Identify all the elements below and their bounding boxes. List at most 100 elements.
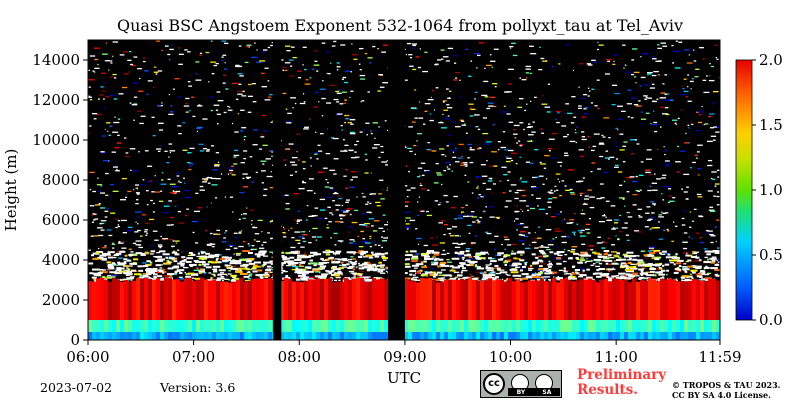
layer-cell [692,320,696,332]
speckle [121,86,128,89]
speckle [211,184,218,186]
speckle [683,232,688,234]
layer-cell [508,277,512,320]
speckle [114,218,119,220]
speckle [486,232,492,235]
speckle [662,264,665,267]
speckle [253,239,256,241]
speckle [222,259,229,262]
speckle [286,50,291,52]
layer-cell [116,320,120,332]
speckle [261,182,264,184]
speckle [152,86,155,89]
speckle [459,119,464,121]
speckle [378,193,382,195]
speckle [227,267,233,269]
layer-cell [320,332,324,340]
speckle [418,196,421,198]
speckle [649,87,655,89]
speckle [284,69,288,72]
speckle [477,266,481,269]
speckle [714,183,720,185]
speckle [615,276,621,279]
speckle [358,264,363,267]
speckle [339,103,344,105]
speckle [710,261,715,264]
speckle [533,96,537,99]
speckle [641,267,646,269]
speckle [636,259,644,262]
speckle [504,149,508,151]
speckle [124,254,128,257]
x-tick-label: 11:00 [595,348,638,366]
speckle [516,189,523,192]
speckle [205,51,208,54]
layer-cell [128,332,132,340]
speckle [136,193,140,195]
layer-cell [624,320,628,332]
speckle [382,188,384,191]
speckle [192,231,195,234]
speckle [93,212,95,215]
speckle [610,205,616,207]
speckle [475,254,481,257]
speckle [567,169,574,171]
speckle [457,157,463,159]
speckle [334,274,340,277]
speckle [302,46,307,48]
speckle [548,138,555,140]
speckle [92,113,98,115]
speckle [216,113,221,115]
speckle [106,208,110,210]
speckle [501,243,503,246]
speckle [647,73,652,75]
speckle [450,207,456,209]
layer-cell [540,320,544,332]
speckle [340,241,342,243]
speckle [683,191,688,193]
speckle [627,89,632,91]
speckle [133,56,138,58]
layer-cell [628,332,632,340]
speckle [635,82,637,84]
speckle [482,195,486,197]
speckle [289,161,296,163]
x-tick-label: 08:00 [278,348,321,366]
speckle [458,255,462,257]
speckle [519,200,526,202]
speckle [102,160,109,162]
speckle [146,181,152,183]
layer-cell [164,320,168,332]
speckle [280,195,284,197]
speckle [454,246,461,249]
speckle [715,263,719,266]
speckle [457,265,464,268]
speckle [225,248,231,251]
speckle [124,265,129,268]
speckle [485,64,492,67]
speckle [516,142,519,144]
speckle [541,103,548,105]
speckle [556,278,563,281]
speckle [561,235,567,238]
speckle [531,253,536,256]
speckle [223,258,228,261]
layer-cell [584,320,588,332]
speckle [546,248,551,251]
speckle [669,195,671,197]
layer-cell [424,332,428,340]
speckle [352,243,358,245]
speckle [503,261,509,264]
speckle [199,54,202,56]
speckle [199,52,202,54]
speckle [288,229,290,232]
speckle [475,126,479,128]
cc-strip: BY SA [508,388,560,396]
speckle [426,250,435,253]
speckle [471,216,477,218]
x-tick-label: 06:00 [66,348,109,366]
layer-cell [100,320,104,332]
speckle [702,79,707,82]
speckle [468,214,474,216]
speckle [459,79,461,81]
